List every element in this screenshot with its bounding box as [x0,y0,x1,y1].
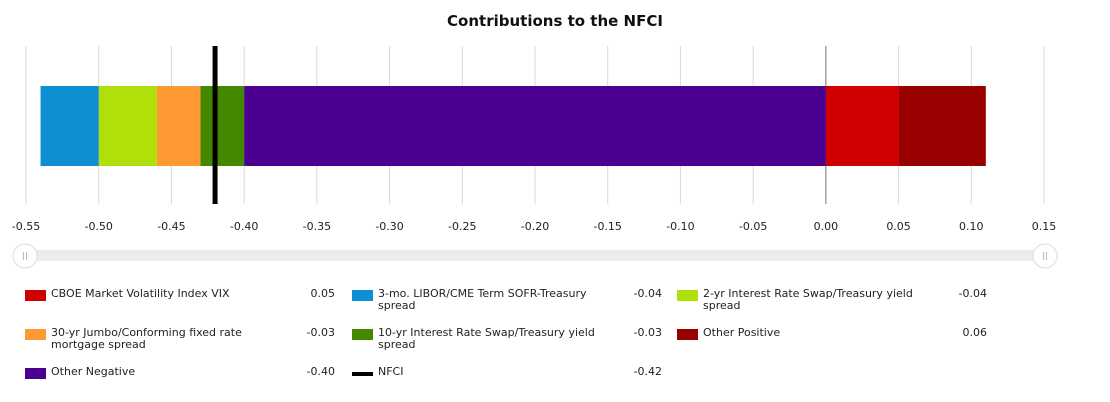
slider-handle[interactable] [1032,243,1058,269]
bar-segment [156,86,201,166]
x-tick-label: 0.05 [886,220,911,233]
x-tick-label: -0.25 [448,220,476,233]
x-tick-label: -0.45 [157,220,185,233]
x-tick-label: -0.35 [303,220,331,233]
bar-segment [200,86,245,166]
chart-title: Contributions to the NFCI [447,12,663,30]
bar-segment [898,86,986,166]
x-tick-label: 0.15 [1032,220,1057,233]
x-tick-label: -0.10 [666,220,694,233]
x-tick-label: 0.00 [814,220,839,233]
x-tick-label: -0.50 [84,220,112,233]
x-tick-label: -0.55 [12,220,40,233]
x-tick-label: -0.40 [230,220,258,233]
x-tick-label: 0.10 [959,220,984,233]
stacked-bar [40,86,986,166]
bar-segment [98,86,157,166]
bar-segment [244,86,826,166]
range-slider[interactable] [12,243,1058,269]
slider-handle[interactable] [12,243,38,269]
x-axis-tick-labels: -0.55 -0.50 -0.45 -0.40 -0.35 -0.30 -0.25 -0.20… [12,220,1056,233]
x-tick-label: -0.20 [521,220,549,233]
x-tick-label: -0.30 [375,220,403,233]
bar-segment [40,86,99,166]
slider-track [25,250,1045,261]
bar-segment [825,86,899,166]
x-tick-label: -0.05 [739,220,767,233]
x-tick-label: -0.15 [593,220,621,233]
